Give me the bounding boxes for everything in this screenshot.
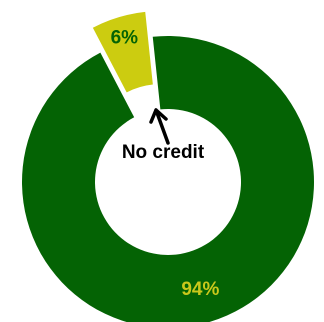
annotation-layer: No credit [122, 108, 205, 163]
labels-layer: 94% 6% [111, 27, 220, 300]
slices-layer [22, 11, 314, 322]
slice-94-percent [22, 36, 314, 322]
slice-label-6-percent: 6% [111, 27, 139, 48]
slice-6-percent [92, 11, 153, 93]
slice-label-94-percent: 94% [181, 279, 219, 300]
annotation-arrow [149, 108, 170, 145]
annotation-label: No credit [122, 142, 205, 163]
